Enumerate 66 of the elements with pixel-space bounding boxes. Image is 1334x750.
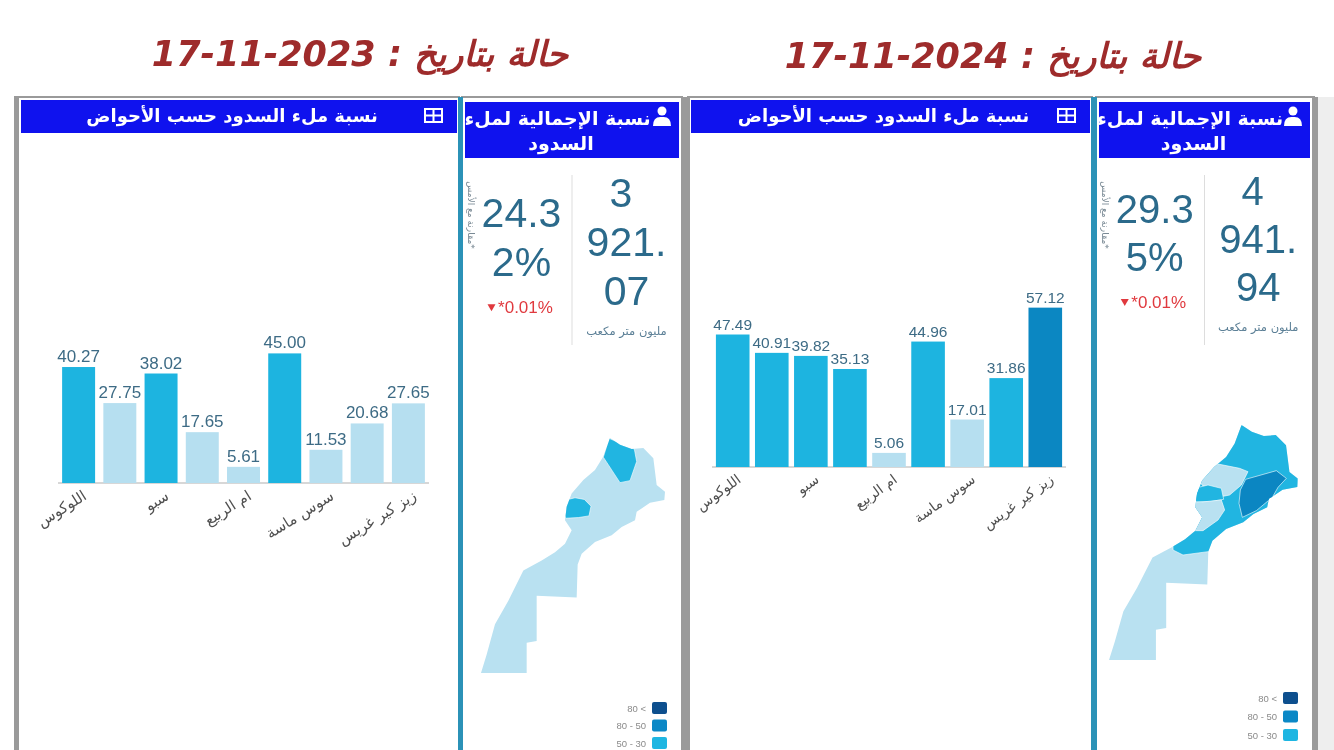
text: 24.32% — [481, 190, 562, 286]
bar — [715, 334, 750, 467]
bar — [911, 341, 945, 467]
data-label: 35.13 — [830, 349, 870, 367]
data-label: 47.49 — [713, 315, 753, 333]
bar — [144, 373, 178, 483]
bar — [754, 352, 789, 467]
text: مليون متر مكعب — [1218, 320, 1299, 335]
data-label: 20.68 — [345, 403, 389, 423]
bar — [833, 368, 867, 467]
bar — [989, 378, 1024, 467]
data-label: 45.00 — [263, 333, 306, 353]
text: 3 921.07 — [586, 170, 667, 315]
data-label: 31.86 — [986, 359, 1026, 377]
text: *0.01% — [498, 298, 553, 318]
bar — [950, 419, 984, 467]
data-label: 40.91 — [752, 333, 792, 351]
category-label: 50 - 30 — [616, 737, 646, 749]
x-tick-label: زيز كير غريس — [979, 470, 1057, 534]
category-label: 80 < — [627, 702, 647, 714]
bar — [62, 367, 96, 483]
bar — [227, 466, 260, 483]
text: نسبة الإجمالية لملء السدود — [464, 107, 658, 155]
bar — [103, 403, 137, 483]
bar — [1028, 307, 1063, 467]
category-label: 80 - 50 — [1247, 711, 1277, 722]
data-label: 44.96 — [908, 322, 948, 340]
bar — [268, 353, 302, 483]
bar — [794, 355, 828, 467]
text: *مقارنة مع الأمس — [1100, 181, 1111, 250]
text: 4 941.94 — [1219, 169, 1298, 309]
data-label: 17.65 — [181, 412, 224, 432]
chart-title: نسبة ملء السدود حسب الأحواض — [737, 105, 1030, 127]
data-label: 39.82 — [791, 336, 831, 354]
x-tick-label: اللوكوس — [33, 486, 90, 531]
x-tick-label: سوس ماسة — [262, 486, 337, 543]
text: نسبة الإجمالية لملء السدود — [1097, 107, 1290, 155]
category-label: 80 - 50 — [616, 720, 646, 731]
data-label: 57.12 — [1025, 288, 1065, 306]
x-tick-label: سبو — [140, 486, 173, 516]
x-tick-label: سبو — [792, 470, 823, 499]
category-label: 50 - 30 — [1247, 729, 1277, 741]
x-tick-label: ام الربيع — [200, 486, 255, 530]
text: 29.35% — [1115, 187, 1194, 279]
bar — [350, 423, 384, 483]
x-tick-label: اللوكوس — [692, 470, 745, 515]
data-label: 40.27 — [57, 347, 100, 367]
bar — [309, 449, 343, 483]
text: *0.01% — [1131, 293, 1187, 312]
x-tick-label: ام الربيع — [851, 470, 901, 514]
data-label: 5.06 — [873, 433, 905, 451]
x-tick-label: زيز كير غريس — [334, 486, 420, 549]
x-tick-label: سوس ماسة — [910, 470, 979, 527]
data-label: 17.01 — [947, 400, 987, 418]
text: *مقارنة مع الأمس — [466, 181, 477, 250]
bar — [391, 403, 425, 483]
bar — [185, 432, 219, 483]
text: مليون متر مكعب — [586, 324, 667, 340]
data-label: 11.53 — [305, 429, 347, 449]
data-label: 5.61 — [226, 446, 261, 466]
bar — [872, 452, 906, 467]
data-label: 38.02 — [139, 353, 183, 373]
data-label: 27.65 — [387, 383, 430, 403]
category-label: 80 < — [1258, 692, 1278, 704]
chart-title: نسبة ملء السدود حسب الأحواض — [86, 105, 378, 127]
data-label: 27.75 — [98, 383, 142, 403]
